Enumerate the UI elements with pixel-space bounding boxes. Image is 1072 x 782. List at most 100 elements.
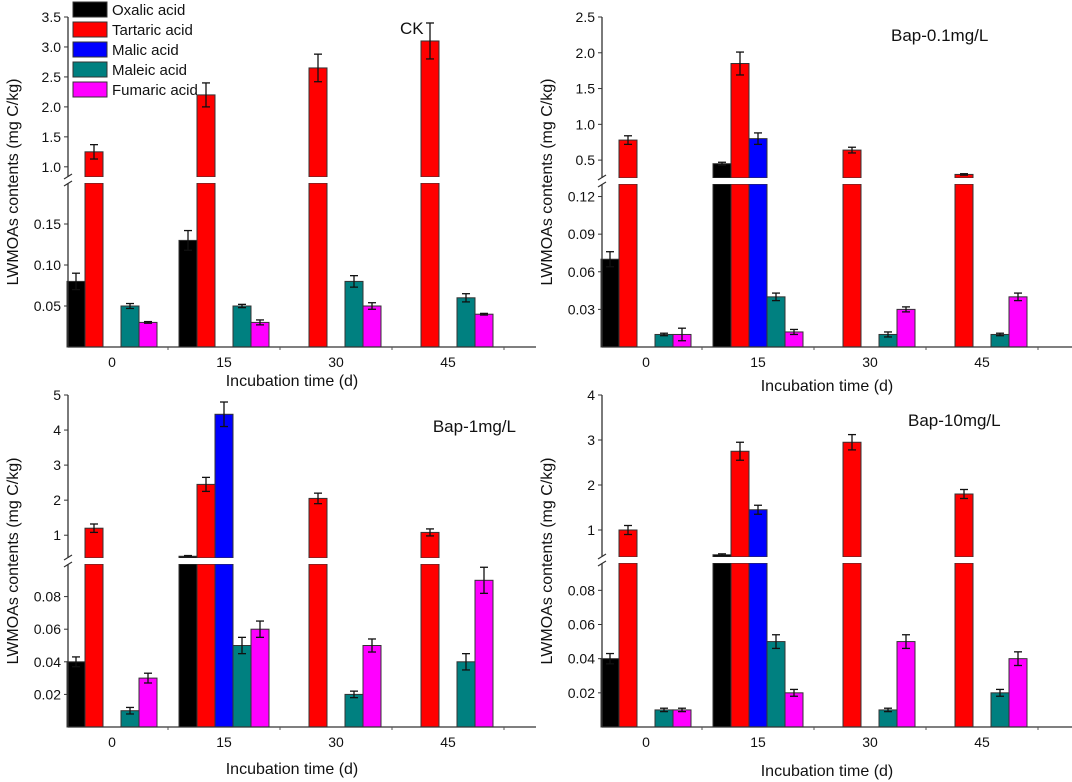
y-tick-label: 3: [53, 457, 61, 473]
bar: [214, 413, 234, 559]
y-tick-label: 1.5: [42, 129, 62, 145]
bar-lower-segment: [420, 563, 440, 728]
x-tick-label: 15: [750, 734, 766, 750]
bar: [990, 692, 1010, 728]
bar: [654, 709, 674, 728]
panel-title: Bap-0.1mg/L: [891, 26, 988, 45]
y-tick-label: 0.04: [568, 651, 595, 667]
bar: [712, 163, 732, 179]
panel-3: 1 2 3 4 0.02 0.04 0.06 0.08 0 15 30 45 Incubation ti…: [539, 387, 1072, 780]
y-axis-label: LWMOAs contents (mg C/kg): [539, 458, 556, 665]
y-tick-label: 0.02: [34, 686, 61, 702]
x-tick-label: 15: [750, 354, 766, 370]
y-tick-label: 2: [587, 477, 595, 493]
x-tick-label: 30: [328, 354, 344, 370]
bar: [456, 297, 476, 348]
y-tick-label: 0.15: [34, 216, 61, 232]
break-mark: [63, 554, 73, 561]
legend-swatch: [72, 81, 108, 98]
x-tick-label: 45: [974, 734, 990, 750]
y-tick-label: 0.5: [576, 152, 596, 168]
bar-lower-segment: [308, 563, 328, 728]
bar-lower-segment: [730, 183, 750, 348]
bar: [842, 441, 862, 558]
bar: [766, 296, 786, 348]
y-tick-label: 0.12: [568, 189, 595, 205]
break-mark: [597, 560, 607, 567]
bar: [600, 658, 620, 728]
y-tick-label: 3.0: [42, 39, 62, 55]
bar: [730, 450, 750, 558]
legend-label: Tartaric acid: [112, 22, 193, 39]
bar: [600, 258, 620, 348]
y-axis-label: LWMOAs contents (mg C/kg): [539, 79, 556, 286]
bar-lower-segment: [214, 563, 234, 728]
bar-lower-segment: [308, 182, 328, 348]
bar-lower-segment: [842, 562, 862, 728]
bar: [618, 139, 638, 179]
panel-0: 1.0 1.5 2.0 2.5 3.0 3.5 0.05 0.10 0.15 0 15 30 45 Inc…: [5, 9, 537, 390]
y-tick-label: 2.5: [42, 69, 62, 85]
axis-break-gap: [603, 557, 1072, 563]
bar: [672, 709, 692, 728]
x-tick-label: 45: [440, 354, 456, 370]
bar: [730, 63, 750, 179]
y-tick-label: 0.10: [34, 257, 61, 273]
legend-swatch: [72, 41, 108, 58]
panel-title: CK: [400, 19, 424, 38]
bar: [66, 280, 86, 348]
bar-lower-segment: [618, 183, 638, 348]
bar: [420, 40, 440, 178]
break-mark: [597, 181, 607, 188]
bar: [250, 628, 270, 728]
bar: [232, 645, 252, 728]
legend-label: Malic acid: [112, 42, 179, 59]
bar-lower-segment: [954, 183, 974, 348]
bar: [66, 661, 86, 728]
x-tick-label: 0: [108, 734, 116, 750]
bar: [178, 239, 198, 348]
y-tick-label: 2.0: [42, 99, 62, 115]
break-mark: [597, 174, 607, 181]
y-tick-label: 1: [53, 527, 61, 543]
bar: [362, 645, 382, 728]
bar: [474, 579, 494, 728]
bar: [748, 509, 768, 558]
bar: [1008, 296, 1028, 348]
bar-lower-segment: [618, 562, 638, 728]
y-tick-label: 2: [53, 492, 61, 508]
break-mark: [63, 561, 73, 568]
y-tick-label: 2.5: [576, 9, 596, 25]
bar: [474, 313, 494, 348]
bar: [308, 497, 328, 559]
bar-lower-segment: [748, 562, 768, 728]
legend-swatch: [72, 21, 108, 38]
y-tick-label: 4: [587, 387, 595, 403]
y-tick-label: 1.5: [576, 81, 596, 97]
bar: [196, 483, 216, 559]
bar-lower-segment: [712, 562, 732, 728]
panel-title: Bap-1mg/L: [433, 417, 516, 436]
bar: [308, 67, 328, 178]
x-axis-label: Incubation time (d): [761, 763, 894, 780]
y-tick-label: 3.5: [42, 9, 62, 25]
bar: [138, 321, 158, 348]
break-mark: [63, 173, 73, 180]
y-tick-label: 0.02: [568, 685, 595, 701]
bar: [138, 677, 158, 728]
x-axis-label: Incubation time (d): [761, 378, 894, 395]
y-axis-label: LWMOAs contents (mg C/kg): [5, 458, 22, 665]
bar: [878, 709, 898, 728]
legend-swatch: [72, 61, 108, 78]
y-tick-label: 0.09: [568, 226, 595, 242]
x-tick-label: 0: [642, 734, 650, 750]
bar-lower-segment: [84, 182, 104, 348]
y-tick-label: 0.04: [34, 654, 61, 670]
x-tick-label: 15: [216, 354, 232, 370]
bar: [766, 641, 786, 728]
bar: [362, 305, 382, 348]
bar: [896, 308, 916, 348]
panel-1: 0.5 1.0 1.5 2.0 2.5 0.03 0.06 0.09 0.12 0 15 30 45 In…: [539, 9, 1072, 395]
bar: [896, 641, 916, 728]
